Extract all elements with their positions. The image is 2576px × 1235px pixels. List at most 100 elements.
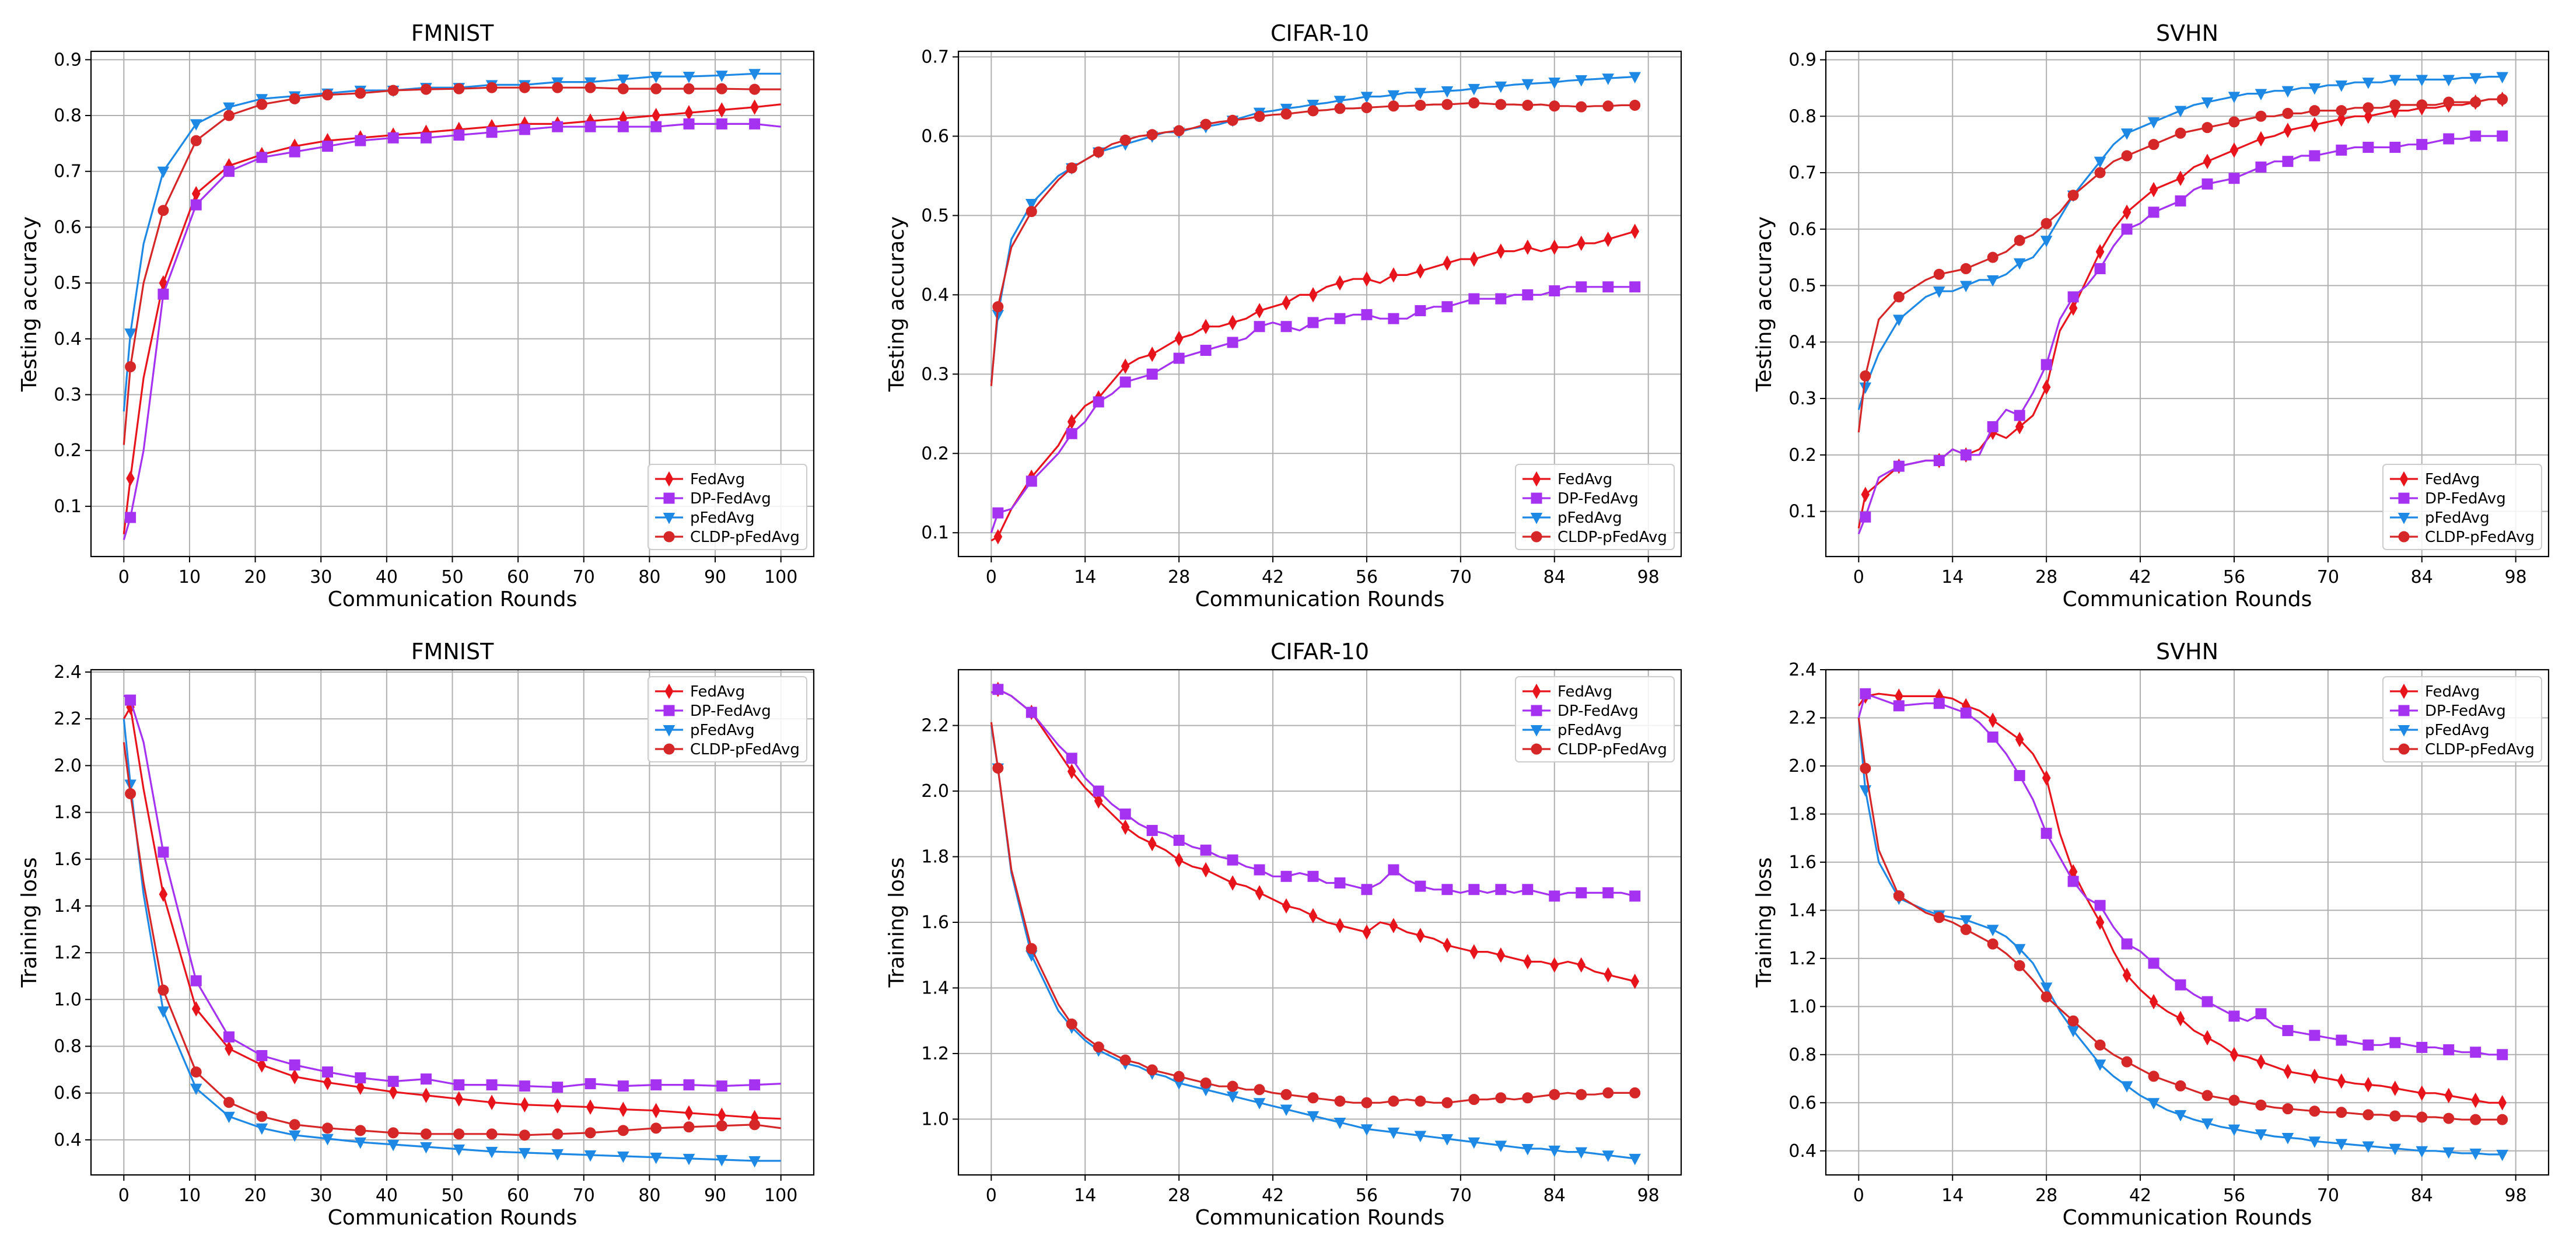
x-axis-label: Communication Rounds bbox=[1195, 587, 1445, 611]
data-point bbox=[1387, 1127, 1400, 1139]
legend-box bbox=[648, 464, 807, 550]
legend-label: pFedAvg bbox=[2425, 722, 2490, 739]
x-tick-label: 84 bbox=[2411, 1185, 2433, 1206]
data-point bbox=[1494, 1140, 1507, 1152]
legend-label: CLDP-pFedAvg bbox=[2425, 529, 2535, 546]
data-point bbox=[1026, 943, 1037, 954]
data-point bbox=[1026, 706, 1037, 718]
x-axis-label: Communication Rounds bbox=[2063, 1206, 2312, 1230]
chart-panel-2: 0 14 28 42 56 70 84 98 0.1 0.2 0.3 0.4 0.5 0.6 0.7 CIFA… bbox=[885, 20, 1682, 611]
data-point bbox=[1147, 347, 1157, 362]
data-point bbox=[2362, 102, 2374, 114]
data-point bbox=[190, 1066, 202, 1078]
x-tick-label: 28 bbox=[1168, 1185, 1190, 1206]
data-point bbox=[1630, 974, 1640, 989]
legend-label: DP-FedAvg bbox=[1558, 490, 1639, 508]
x-tick-label: 70 bbox=[1450, 1185, 1472, 1206]
data-point bbox=[1307, 317, 1319, 328]
x-tick-label: 28 bbox=[2035, 1185, 2057, 1206]
data-point bbox=[551, 1149, 564, 1161]
data-point bbox=[1026, 206, 1037, 218]
data-point bbox=[126, 470, 135, 487]
data-point bbox=[1066, 753, 1077, 764]
y-axis-label: Training loss bbox=[18, 857, 41, 988]
data-point bbox=[2094, 1039, 2106, 1051]
data-point bbox=[1361, 884, 1373, 895]
x-tick-label: 14 bbox=[1941, 1185, 1964, 1206]
data-point bbox=[683, 1079, 695, 1091]
data-point bbox=[2497, 1114, 2508, 1125]
y-tick-label: 0.8 bbox=[54, 1036, 82, 1056]
legend-marker bbox=[663, 531, 675, 543]
chart-title: FMNIST bbox=[411, 20, 494, 46]
data-point bbox=[1933, 455, 1945, 467]
data-point bbox=[1334, 96, 1346, 107]
data-point bbox=[1893, 291, 1905, 303]
data-point bbox=[2442, 1147, 2455, 1159]
data-point bbox=[2470, 1114, 2482, 1125]
data-point bbox=[1146, 129, 1158, 141]
data-point bbox=[1549, 100, 1560, 112]
data-point bbox=[124, 328, 136, 340]
data-point bbox=[1494, 81, 1507, 93]
data-point bbox=[2094, 167, 2106, 179]
legend-item-fedavg: FedAvg bbox=[2390, 683, 2480, 701]
data-point bbox=[650, 121, 662, 132]
y-tick-label: 0.2 bbox=[921, 443, 949, 464]
data-point bbox=[1066, 1018, 1077, 1030]
y-tick-label: 0.6 bbox=[921, 126, 949, 146]
data-point bbox=[2174, 1110, 2187, 1122]
data-point bbox=[716, 71, 728, 82]
data-point bbox=[1119, 1054, 1131, 1066]
y-tick-label: 2.0 bbox=[54, 755, 82, 776]
data-point bbox=[2014, 960, 2025, 971]
data-point bbox=[1416, 263, 1425, 279]
data-point bbox=[420, 1142, 432, 1154]
y-tick-label: 0.7 bbox=[54, 162, 82, 182]
data-point bbox=[2389, 1110, 2401, 1122]
legend-label: pFedAvg bbox=[690, 722, 755, 739]
x-tick-label: 0 bbox=[986, 567, 997, 587]
data-point bbox=[2390, 1080, 2400, 1096]
data-point bbox=[1496, 243, 1506, 259]
data-point bbox=[2042, 379, 2051, 395]
data-point bbox=[552, 121, 564, 132]
data-point bbox=[1987, 938, 1999, 950]
data-point bbox=[190, 1083, 202, 1096]
data-point bbox=[1334, 1095, 1346, 1107]
x-tick-label: 14 bbox=[1941, 567, 1964, 587]
data-point bbox=[223, 166, 235, 177]
data-point bbox=[1308, 287, 1318, 303]
data-point bbox=[2041, 827, 2052, 839]
data-point bbox=[1227, 337, 1238, 348]
data-point bbox=[2362, 78, 2375, 89]
data-point bbox=[1066, 162, 1077, 174]
data-point bbox=[1860, 762, 1871, 774]
legend-label: FedAvg bbox=[690, 683, 745, 701]
data-point bbox=[223, 102, 235, 114]
data-point bbox=[520, 1097, 529, 1112]
data-point bbox=[992, 762, 1004, 774]
data-point bbox=[256, 99, 268, 110]
data-point bbox=[2067, 190, 2079, 201]
data-point bbox=[1173, 1070, 1185, 1082]
data-point bbox=[1576, 1089, 1587, 1100]
legend-marker bbox=[663, 743, 675, 755]
data-point bbox=[2256, 1054, 2266, 1070]
data-point bbox=[1577, 957, 1586, 973]
data-point bbox=[748, 69, 761, 81]
data-point bbox=[1959, 281, 1972, 293]
x-tick-label: 60 bbox=[507, 1185, 529, 1206]
x-tick-label: 40 bbox=[376, 1185, 398, 1206]
data-point bbox=[1307, 1111, 1320, 1123]
data-point bbox=[1602, 887, 1614, 898]
data-point bbox=[2067, 291, 2079, 303]
data-point bbox=[1282, 295, 1291, 311]
x-tick-label: 98 bbox=[1637, 1185, 1660, 1206]
data-point bbox=[1361, 1097, 1373, 1108]
data-point bbox=[453, 1079, 465, 1091]
data-point bbox=[190, 199, 202, 211]
data-point bbox=[2121, 223, 2133, 235]
data-point bbox=[2470, 96, 2482, 108]
data-point bbox=[2335, 1139, 2348, 1150]
